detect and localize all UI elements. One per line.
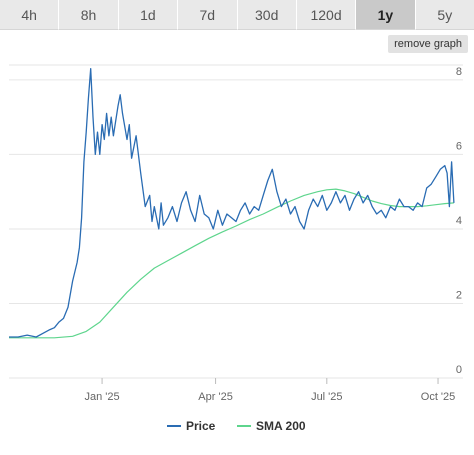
tab-1d[interactable]: 1d [118, 0, 179, 30]
y-tick-label: 6 [456, 140, 462, 152]
remove-graph-button[interactable]: remove graph [388, 35, 468, 53]
series-lines [9, 68, 455, 339]
y-tick-label: 0 [456, 364, 462, 376]
tab-1y[interactable]: 1y [356, 0, 416, 30]
y-tick-label: 8 [456, 66, 462, 78]
y-tick-label: 4 [456, 215, 462, 227]
legend: Price SMA 200 [167, 419, 306, 433]
x-tick-label: Oct '25 [421, 391, 456, 403]
x-axis-ticks: Jan '25 Apr '25 Jul '25 Oct '25 [84, 378, 455, 403]
sma-200-series-line [9, 188, 454, 339]
tab-120d[interactable]: 120d [296, 0, 357, 30]
legend-item-sma-200-label[interactable]: SMA 200 [256, 419, 306, 433]
legend-item-price-label[interactable]: Price [186, 419, 216, 433]
tab-7d[interactable]: 7d [178, 0, 238, 30]
tab-30d[interactable]: 30d [237, 0, 297, 30]
x-tick-label: Apr '25 [198, 391, 233, 403]
price-series-line [9, 68, 455, 338]
y-axis-ticks: 0 2 4 6 8 [456, 66, 462, 376]
y-tick-label: 2 [456, 289, 462, 301]
x-tick-label: Jan '25 [84, 391, 119, 403]
tab-8h[interactable]: 8h [59, 0, 119, 30]
timeframe-tabs: 4h 8h 1d 7d 30d 120d 1y 5y [0, 0, 474, 30]
tab-4h[interactable]: 4h [0, 0, 60, 30]
x-tick-label: Jul '25 [311, 391, 342, 403]
tab-5y[interactable]: 5y [415, 0, 474, 30]
price-chart: 0 2 4 6 8 Jan '25 Apr '25 Jul '25 Oct '25 Price… [9, 64, 463, 433]
